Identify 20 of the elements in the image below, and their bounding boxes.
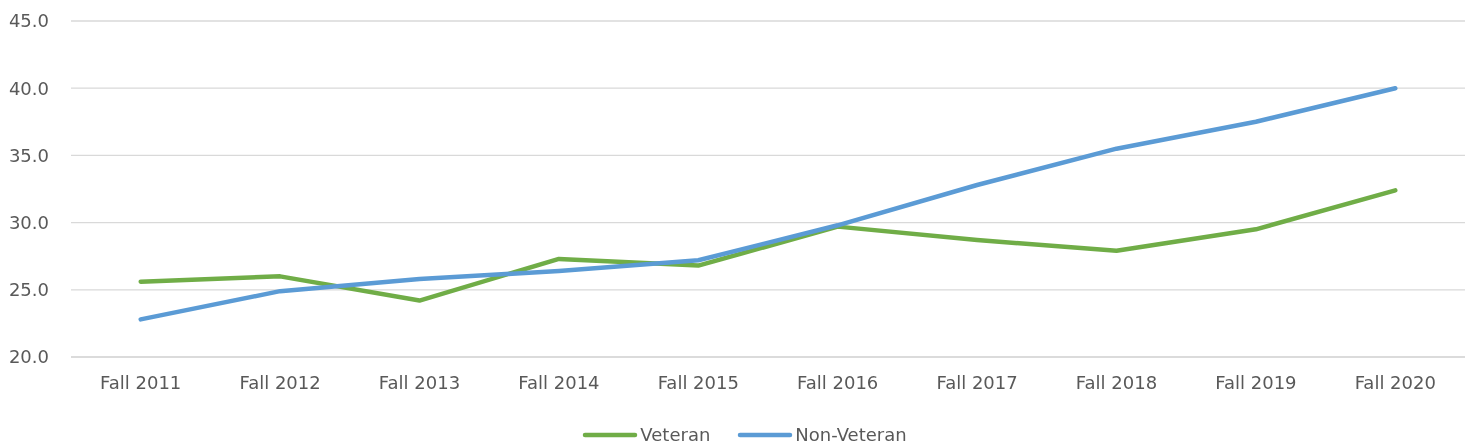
x-tick-label: Fall 2019 bbox=[1215, 371, 1297, 393]
y-tick-label: 35.0 bbox=[8, 144, 49, 166]
x-tick-label: Fall 2012 bbox=[239, 371, 321, 393]
x-tick-label: Fall 2011 bbox=[100, 371, 182, 393]
x-tick-label: Fall 2016 bbox=[797, 371, 879, 393]
legend-label: Veteran bbox=[640, 424, 711, 446]
x-tick-label: Fall 2013 bbox=[378, 371, 461, 393]
x-tick-label: Fall 2020 bbox=[1354, 371, 1436, 393]
line-series bbox=[138, 188, 1398, 303]
x-tick-label: Fall 2017 bbox=[936, 371, 1018, 393]
y-tick-label: 25.0 bbox=[8, 279, 49, 301]
legend-label: Non-Veteran bbox=[795, 424, 907, 446]
y-tick-label: 40.0 bbox=[8, 77, 49, 99]
y-tick-label: 45.0 bbox=[8, 10, 49, 32]
y-tick-label: 20.0 bbox=[8, 346, 49, 368]
x-tick-label: Fall 2018 bbox=[1075, 371, 1158, 393]
x-tick-label: Fall 2015 bbox=[657, 371, 739, 393]
line-series bbox=[138, 85, 1398, 322]
x-tick-label: Fall 2014 bbox=[518, 371, 600, 393]
y-tick-label: 30.0 bbox=[8, 211, 49, 233]
